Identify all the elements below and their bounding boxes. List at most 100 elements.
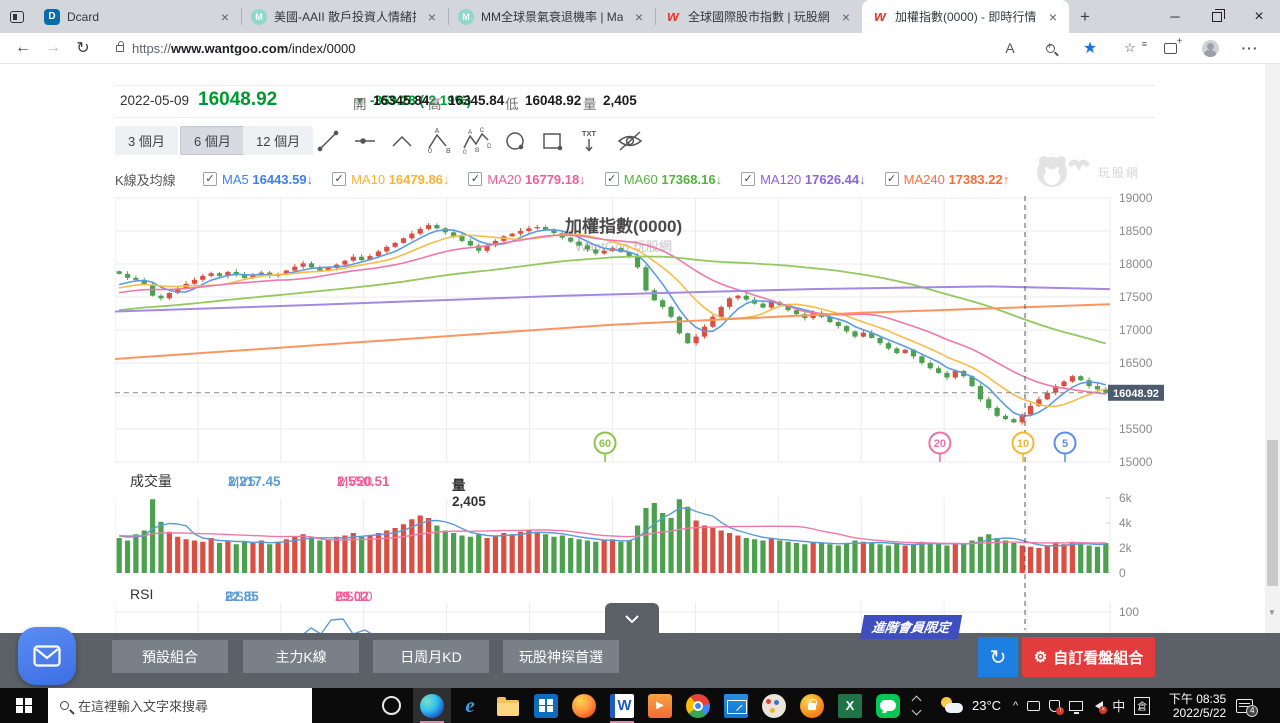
svg-text:2k: 2k	[1119, 541, 1133, 555]
main-force-kline-button[interactable]: 主力K線	[243, 640, 359, 673]
lock-icon[interactable]	[116, 40, 124, 52]
zoom-icon[interactable]	[1040, 38, 1060, 58]
tab-close-icon[interactable]: ×	[427, 8, 437, 25]
taskbar-icon-store[interactable]	[527, 688, 565, 723]
horizontal-line-tool[interactable]	[348, 124, 382, 158]
scrollbar-thumb[interactable]	[1267, 440, 1278, 586]
new-tab-button[interactable]: +	[1080, 7, 1090, 26]
taskbar-icon-paint[interactable]	[755, 688, 793, 723]
ma10-legend-item[interactable]: ✓ MA10 16479.86↓	[332, 172, 449, 187]
angle-tool[interactable]	[385, 124, 419, 158]
range-3m-button[interactable]: 3 個月	[115, 126, 178, 155]
checkbox-checked-icon[interactable]: ✓	[741, 172, 756, 186]
chat-widget-button[interactable]	[18, 627, 76, 685]
abcd-wave-tool[interactable]: A 0 B C D	[459, 124, 493, 158]
svg-text:4k: 4k	[1119, 516, 1133, 530]
wantgoo-favicon: w	[874, 8, 886, 25]
ma20-legend-item[interactable]: ✓ MA20 16779.18↓	[468, 172, 586, 187]
refresh-button[interactable]: ↻	[76, 40, 90, 57]
wantgoo-detective-button[interactable]: 玩股神探首選	[503, 640, 619, 673]
start-button[interactable]	[0, 688, 48, 723]
ma60-legend-item[interactable]: ✓ MA60 17368.16↓	[604, 172, 722, 187]
minimize-button[interactable]: ─	[1170, 9, 1180, 24]
wantgoo-page: 2022-05-09 16048.92 ▼ -359.28 (-2.19%) 開…	[0, 64, 1280, 688]
day-week-month-kd-button[interactable]: 日周月KD	[373, 640, 489, 673]
tray-security-shield-icon[interactable]: !	[1049, 699, 1065, 715]
tab-taiex-active[interactable]: w 加權指數(0000) - 即時行情技... ×	[862, 0, 1069, 33]
search-icon	[60, 701, 69, 710]
forward-button[interactable]: →	[45, 39, 61, 56]
checkbox-checked-icon[interactable]: ✓	[203, 172, 217, 186]
collections-icon[interactable]	[1160, 36, 1182, 58]
checkbox-checked-icon[interactable]: ✓	[884, 172, 899, 186]
tab-close-icon[interactable]: ×	[220, 8, 230, 25]
taskbar-clock[interactable]: 下午 08:35 2022/5/22	[1160, 692, 1226, 720]
volume-value: 2,405	[603, 93, 637, 108]
tab-dcard[interactable]: D Dcard ×	[34, 0, 241, 33]
page-scrollbar[interactable]: ▼	[1265, 64, 1280, 688]
checkbox-checked-icon[interactable]: ✓	[604, 172, 619, 186]
taskbar-icon-line[interactable]	[869, 688, 907, 723]
ime-mode-indicator[interactable]: 倉	[1134, 696, 1151, 715]
taskbar-icon-chrome[interactable]	[679, 688, 717, 723]
taskbar-icon-explorer[interactable]	[489, 688, 527, 723]
restore-icon	[1212, 8, 1225, 22]
back-button[interactable]: ←	[15, 39, 31, 56]
text-annotation-tool[interactable]: TXT	[572, 124, 606, 158]
taskbar-icon-potplayer[interactable]: ▶	[641, 688, 679, 723]
ma120-legend-item[interactable]: ✓ MA120 17626.44↓	[741, 172, 866, 187]
tab-actions-button[interactable]	[0, 0, 34, 33]
tab-global-indices[interactable]: w 全球國際股市指數 | 玩股網 ×	[655, 0, 862, 33]
tab-aaii[interactable]: M 美國-AAII 散戶投資人情緒指... ×	[241, 0, 448, 33]
settings-menu-icon[interactable]: ···	[1241, 40, 1259, 56]
tray-volume-muted-icon[interactable]: ×	[1092, 700, 1108, 714]
close-window-button[interactable]: ×	[1254, 7, 1264, 25]
taskbar-search-box[interactable]: 在這裡輸入文字來搜尋	[48, 688, 312, 723]
taskbar-icon-lockwise[interactable]	[793, 688, 831, 723]
navbar-actions: A ★ ☆ ···	[1000, 36, 1280, 58]
profile-avatar[interactable]	[1200, 38, 1220, 58]
tray-tablet-icon[interactable]	[1027, 700, 1041, 711]
rectangle-tool[interactable]	[535, 124, 569, 158]
tab-close-icon[interactable]: ×	[841, 8, 851, 25]
custom-combo-button[interactable]: ⚙ 自訂看盤組合	[1022, 637, 1155, 677]
cortana-button[interactable]	[382, 696, 401, 715]
taskbar-icon-excel[interactable]: X	[831, 688, 869, 723]
checkbox-checked-icon[interactable]: ✓	[468, 172, 483, 186]
excel-icon: X	[838, 693, 862, 718]
taskbar-icon-firefox[interactable]	[565, 688, 603, 723]
abc-wave-tool[interactable]: A 0 B	[422, 124, 456, 158]
ma5-legend-item[interactable]: ✓ MA5 16443.59↓	[203, 172, 313, 187]
collapse-panel-button[interactable]	[605, 603, 659, 635]
circle-tool[interactable]	[498, 124, 532, 158]
ma240-legend-item[interactable]: ✓ MA240 17383.22↑	[884, 172, 1009, 187]
tab-close-icon[interactable]: ×	[634, 8, 644, 25]
notification-center-button[interactable]: 4	[1236, 698, 1259, 717]
favorites-bar-icon[interactable]: ☆	[1120, 38, 1147, 58]
refresh-combo-button[interactable]: ↻	[978, 637, 1018, 677]
taskbar-icon-edge[interactable]	[413, 688, 451, 723]
tab-close-icon[interactable]: ×	[1048, 8, 1058, 25]
preset-combo-button[interactable]: 預設組合	[112, 640, 228, 673]
tab-mm-recession[interactable]: M MM全球景氣衰退機率 | Mac... ×	[448, 0, 655, 33]
favorite-star-icon[interactable]: ★	[1082, 40, 1098, 57]
range-6m-button[interactable]: 6 個月	[180, 126, 245, 155]
trendline-tool[interactable]	[311, 124, 345, 158]
candlestick-chart[interactable]: 1900018500180001750017000165001600015500…	[115, 190, 1165, 640]
taskbar-weather[interactable]: 23°C	[940, 696, 1001, 715]
ime-language-indicator[interactable]: 中	[1112, 699, 1126, 714]
address-bar[interactable]: https://www.wantgoo.com/index/0000	[132, 41, 356, 56]
taskbar-icon-ie[interactable]: e	[451, 688, 489, 723]
restore-button[interactable]	[1196, 0, 1238, 33]
hidden-icons-chevron[interactable]: ^	[1013, 699, 1019, 712]
range-12m-button[interactable]: 12 個月	[243, 126, 314, 155]
hide-drawings-eye-icon[interactable]	[613, 124, 647, 158]
taskbar-icon-word[interactable]: W	[603, 688, 641, 723]
read-aloud-icon[interactable]: A	[1005, 40, 1015, 56]
tray-network-icon[interactable]	[1069, 700, 1084, 714]
scrollbar-down-icon[interactable]: ▼	[1268, 608, 1276, 617]
watermark-text: 玩股網	[1098, 165, 1141, 180]
taskbar-icon-mail[interactable]	[717, 688, 755, 723]
taskbar-scroll-chevrons[interactable]	[911, 695, 922, 716]
checkbox-checked-icon[interactable]: ✓	[332, 172, 347, 186]
